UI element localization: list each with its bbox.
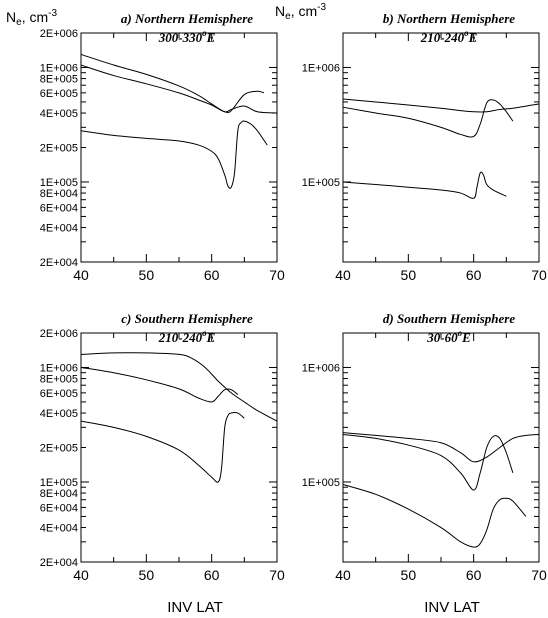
x-tick-label: 40 [335,567,351,583]
y-tick-label: 1E+006 [302,362,340,374]
y-axis-title-right-sub: e [285,11,291,22]
y-tick-label: 1E+006 [302,62,340,74]
chart-panel-d: 40 50 60 70 1E+006 1E+005 d) Southern Hemisphe… [302,311,547,583]
y-tick-label: 6E+004 [40,202,78,214]
y-tick-label: 1E+005 [40,477,78,489]
y-axis-title-right: Ne, cm-3 [275,2,326,22]
y-tick-label: 2E+005 [40,143,78,155]
x-tick-label: 40 [335,267,351,283]
y-tick-label: 8E+004 [40,188,78,200]
series-line-1 [80,53,265,114]
panel-title: a) Northern Hemisphere [121,11,253,26]
x-tick-label: 40 [73,267,89,283]
y-tick-label: 6E+004 [40,502,78,514]
panel-subtitle: 210-240oE [420,28,478,45]
series-line-2 [80,366,239,403]
series-line-1 [342,98,540,113]
chart-panel-b: 40 50 60 70 1E+006 1E+005 b) Northern Hemisphe… [302,11,547,283]
x-tick-label: 50 [401,267,417,283]
x-tick-label: 60 [466,567,482,583]
panel-title: d) Southern Hemisphere [383,311,515,326]
y-tick-label: 2E+004 [40,557,78,569]
y-axis-title-left-sub: e [16,17,22,28]
series-line-3 [80,412,245,483]
y-axis-title-left-sup: -3 [48,8,57,19]
y-tick-label: 1E+005 [302,477,340,489]
y-tick-label: 4E+005 [40,108,78,120]
x-axis-title-right: INV LAT [424,599,480,616]
y-tick-label: 2E+005 [40,443,78,455]
series-line-3 [342,171,507,199]
y-tick-label: 1E+006 [40,62,78,74]
x-tick-label: 60 [204,267,220,283]
x-axis-title-left: INV LAT [167,599,223,616]
y-tick-label: 1E+005 [302,177,340,189]
panel-title: c) Southern Hemisphere [121,311,253,326]
y-tick-label: 2E+004 [40,257,78,269]
y-tick-label: 8E+005 [40,374,78,386]
panel-subtitle: 300-330oE [158,28,216,45]
y-tick-label: 8E+005 [40,74,78,86]
y-tick-label: 4E+004 [40,523,78,535]
series-line-2 [80,64,278,114]
x-tick-label: 70 [531,267,547,283]
y-tick-label: 4E+005 [40,408,78,420]
series-line-1 [80,352,278,422]
plot-frame [80,32,278,263]
x-tick-label: 50 [139,267,155,283]
series-line-1 [342,432,540,463]
y-tick-label: 8E+004 [40,488,78,500]
x-tick-label: 70 [269,267,285,283]
y-tick-label: 2E+006 [40,328,78,340]
y-tick-label: 6E+005 [40,88,78,100]
series-line-2 [342,433,514,491]
x-tick-label: 70 [269,567,285,583]
panel-subtitle: 210-240oE [158,328,216,345]
y-tick-label: 1E+005 [40,177,78,189]
y-axis-title-left-tail: , cm [22,9,48,25]
panel-title: b) Northern Hemisphere [383,11,515,26]
y-tick-label: 2E+006 [40,28,78,40]
y-tick-label: 6E+005 [40,388,78,400]
plot-frame [342,32,540,263]
series-line-3 [80,120,268,189]
y-axis-title-right-main: N [275,3,285,19]
y-axis-title-right-sup: -3 [317,2,326,13]
x-tick-label: 60 [204,567,220,583]
series-line-3 [342,484,527,548]
svg-text:Ne, cm-3: Ne, cm-3 [275,2,326,22]
x-tick-label: 60 [466,267,482,283]
x-tick-label: 50 [139,567,155,583]
x-tick-label: 50 [401,567,417,583]
x-tick-label: 40 [73,567,89,583]
y-tick-label: 1E+006 [40,362,78,374]
plot-frame [80,332,278,563]
y-axis-title-left: Ne, cm-3 [6,8,57,28]
y-tick-label: 4E+004 [40,223,78,235]
y-axis-title-right-tail: , cm [291,3,317,19]
x-tick-label: 70 [531,567,547,583]
y-axis-title-left-main: N [6,9,16,25]
panel-subtitle: 30-60oE [426,328,471,345]
svg-text:Ne, cm-3: Ne, cm-3 [6,8,57,28]
series-line-2 [342,99,514,138]
